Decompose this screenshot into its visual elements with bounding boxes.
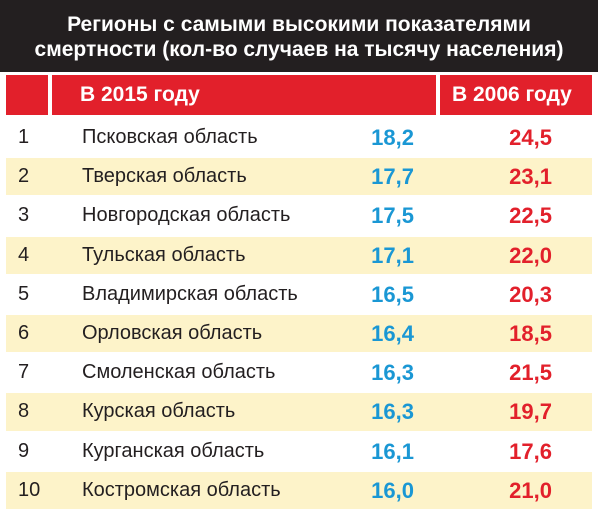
header-rank-cell <box>6 75 48 115</box>
value-2006-cell: 23,1 <box>509 164 552 190</box>
region-name-cell: Тульская область <box>82 243 246 266</box>
value-2006-cell: 17,6 <box>509 438 552 464</box>
region-name-cell: Орловская область <box>82 321 263 344</box>
title-bar: Регионы с самыми высокими показателями с… <box>0 0 598 72</box>
region-name-cell: Курская область <box>82 400 236 423</box>
table-row: 3 Новгородская область 17,5 22,5 <box>0 196 598 235</box>
table-body: 1 Псковская область 18,2 24,5 2 Тверская обла… <box>0 118 598 510</box>
value-2015-cell: 16,3 <box>371 399 414 425</box>
value-2015-cell: 17,1 <box>371 242 414 268</box>
value-2015-cell: 16,1 <box>371 438 414 464</box>
rank-cell: 1 <box>18 126 30 148</box>
table-row: 1 Псковская область 18,2 24,5 <box>0 118 598 157</box>
value-2006-cell: 22,0 <box>509 242 552 268</box>
value-2006-cell: 21,0 <box>509 477 552 503</box>
value-2015-cell: 18,2 <box>371 125 414 150</box>
rank-cell: 4 <box>18 243 30 266</box>
header-2015-cell: В 2015 году <box>52 75 436 115</box>
region-name-cell: Владимирская область <box>82 282 298 305</box>
table-row: 2 Тверская область 17,7 23,1 <box>0 157 598 196</box>
value-2006-cell: 22,5 <box>509 203 552 229</box>
table-row: 7 Смоленская область 16,3 21,5 <box>0 353 598 392</box>
title-line-1: Регионы с самыми высокими показателями <box>67 13 531 36</box>
table-row: 10 Костромская область 16,0 21,0 <box>0 471 598 510</box>
value-2015-cell: 16,5 <box>371 281 414 307</box>
table-row: 4 Тульская область 17,1 22,0 <box>0 236 598 275</box>
value-2015-cell: 16,4 <box>371 320 414 346</box>
rank-cell: 6 <box>18 321 30 344</box>
value-2015-cell: 17,7 <box>371 164 414 190</box>
region-name-cell: Тверская область <box>82 165 247 188</box>
rank-cell: 9 <box>18 439 30 462</box>
region-name-cell: Псковская область <box>82 126 258 148</box>
rank-cell: 5 <box>18 282 30 305</box>
rank-cell: 3 <box>18 204 30 227</box>
title-line-2: смертности (кол-во случаев на тысячу нас… <box>34 38 564 61</box>
rank-cell: 10 <box>18 478 41 501</box>
rank-cell: 7 <box>18 361 30 384</box>
header-2006-cell: В 2006 году <box>440 75 592 115</box>
rank-cell: 2 <box>18 165 30 188</box>
rank-cell: 8 <box>18 400 30 423</box>
value-2006-cell: 20,3 <box>509 281 552 307</box>
table-row: 9 Курганская область 16,1 17,6 <box>0 432 598 471</box>
table-row: 6 Орловская область 16,4 18,5 <box>0 314 598 353</box>
value-2006-cell: 18,5 <box>509 320 552 346</box>
value-2006-cell: 21,5 <box>509 360 552 386</box>
value-2006-cell: 24,5 <box>509 125 552 150</box>
region-name-cell: Костромская область <box>82 478 281 501</box>
region-name-cell: Курганская область <box>82 439 265 462</box>
table-row: 5 Владимирская область 16,5 20,3 <box>0 275 598 314</box>
region-name-cell: Смоленская область <box>82 361 276 384</box>
value-2006-cell: 19,7 <box>509 399 552 425</box>
table-row: 8 Курская область 16,3 19,7 <box>0 392 598 431</box>
table-header-row: В 2015 году В 2006 году <box>0 72 598 118</box>
value-2015-cell: 17,5 <box>371 203 414 229</box>
region-name-cell: Новгородская область <box>82 204 291 227</box>
value-2015-cell: 16,0 <box>371 477 414 503</box>
value-2015-cell: 16,3 <box>371 360 414 386</box>
